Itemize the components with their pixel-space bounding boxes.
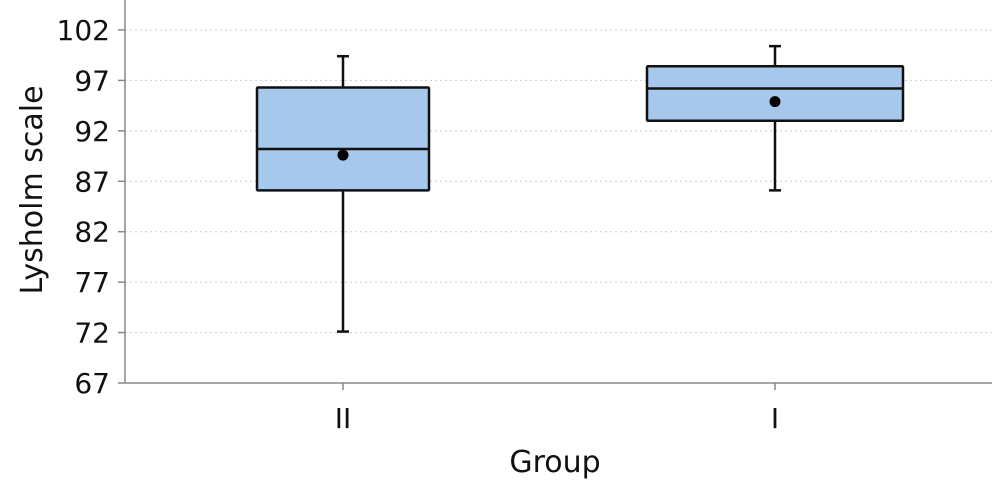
y-tick-label: 92 (74, 115, 110, 148)
x-tick-label: I (771, 402, 779, 435)
box-II (255, 54, 431, 333)
x-axis-label: Group (509, 445, 600, 480)
iqr-box (255, 86, 431, 192)
y-tick-label: 67 (74, 367, 110, 400)
x-tick-label: II (335, 402, 352, 435)
y-tick-label: 82 (74, 216, 110, 249)
iqr-box (645, 65, 905, 123)
y-tick-label: 102 (57, 14, 110, 47)
box-I (645, 44, 905, 192)
y-axis-label: Lysholm scale (15, 85, 50, 294)
x-axis-ticks: II I (335, 383, 779, 435)
y-tick-label: 72 (74, 317, 110, 350)
boxes (255, 44, 905, 333)
y-tick-label: 77 (74, 266, 110, 299)
mean-marker (769, 96, 781, 108)
y-axis-ticks: 67 72 77 82 87 92 97 102 (57, 14, 125, 400)
y-tick-label: 97 (74, 64, 110, 97)
mean-marker (337, 149, 349, 161)
y-tick-label: 87 (74, 165, 110, 198)
